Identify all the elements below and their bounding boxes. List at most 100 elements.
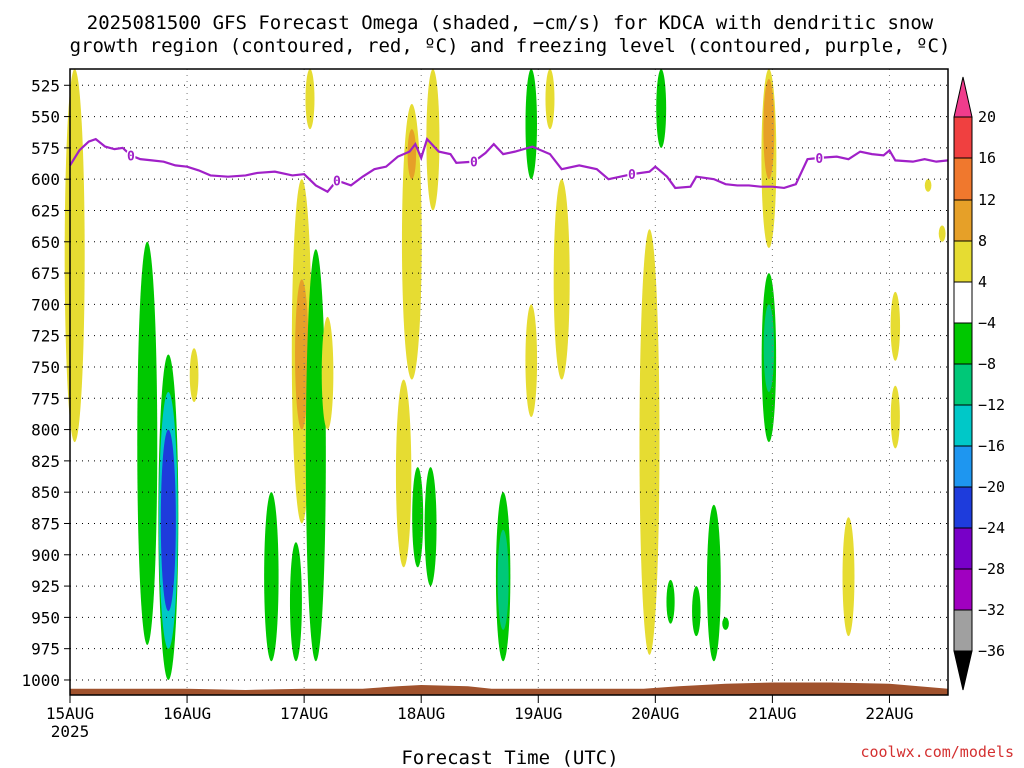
x-tick-label-1: 16AUG (163, 704, 211, 723)
colorbar-label-2: 12 (978, 191, 996, 209)
x-tick-label-4: 19AUG (514, 704, 562, 723)
chart-title-line-2: growth region (contoured, red, ºC) and f… (70, 35, 951, 57)
y-tick-label-3: 600 (31, 170, 60, 189)
omega-region-4 (160, 429, 176, 612)
colorbar-swatch-4 (953, 240, 973, 283)
omega-region-38 (924, 179, 932, 192)
colorbar-label-13: −36 (978, 642, 1005, 660)
freezing-level-label-2: 0 (470, 156, 478, 171)
omega-region-30 (722, 617, 729, 630)
colorbar-label-8: −16 (978, 437, 1005, 455)
chart-title-line-1: 2025081500 GFS Forecast Omega (shaded, −… (87, 12, 934, 34)
omega-region-1 (137, 241, 158, 645)
omega-region-36 (890, 291, 901, 361)
y-tick-label-17: 950 (31, 608, 60, 627)
colorbar-swatch-1 (953, 116, 973, 159)
y-tick-label-11: 800 (31, 421, 60, 440)
colorbar-swatch-8 (953, 404, 973, 447)
omega-region-15 (407, 129, 417, 180)
freezing-level-label-0: 0 (127, 149, 135, 164)
colorbar-label-1: 16 (978, 149, 996, 167)
colorbar-label-6: −8 (978, 355, 996, 373)
x-tick-label-7: 22AUG (865, 704, 913, 723)
freezing-level-line (69, 136, 949, 194)
y-tick-label-18: 975 (31, 640, 60, 659)
y-tick-label-5: 650 (31, 233, 60, 252)
terrain-layer (70, 682, 948, 695)
y-tick-label-2: 575 (31, 139, 60, 158)
omega-region-32 (763, 79, 775, 180)
omega-region-0 (64, 69, 85, 443)
omega-region-22 (525, 304, 538, 418)
colorbar-swatch-2 (953, 157, 973, 201)
terrain-surface (70, 682, 948, 695)
omega-region-14 (401, 104, 422, 380)
freezing-level-label-4: 0 (815, 152, 823, 167)
colorbar-label-5: −4 (978, 314, 996, 332)
omega-region-5 (189, 348, 199, 403)
omega-region-17 (424, 467, 437, 587)
omega-region-34 (763, 304, 775, 393)
colorbar-swatch-10 (953, 486, 973, 529)
omega-region-27 (666, 579, 675, 624)
colorbar-swatch-5 (953, 281, 973, 324)
colorbar-label-3: 8 (978, 232, 987, 250)
y-tick-label-19: 1000 (21, 671, 60, 690)
colorbar-swatch-13 (953, 609, 973, 652)
colorbar-swatch-0 (953, 76, 973, 118)
omega-region-18 (426, 69, 440, 211)
omega-region-13 (395, 379, 412, 568)
omega-region-26 (656, 69, 667, 148)
omega-region-11 (305, 249, 326, 662)
x-tick-label-6: 21AUG (748, 704, 796, 723)
omega-region-37 (890, 385, 900, 449)
omega-region-20 (497, 529, 509, 630)
omega-region-25 (639, 229, 660, 655)
colorbar-label-0: 20 (978, 108, 996, 126)
colorbar-swatch-7 (953, 363, 973, 406)
omega-region-6 (264, 492, 279, 662)
omega-region-28 (692, 586, 701, 637)
omega-region-16 (412, 467, 424, 568)
plot-frame (69, 68, 949, 696)
credit-label: coolwx.com/models (860, 743, 1014, 761)
omega-region-9 (295, 279, 309, 430)
colorbar-swatch-12 (953, 568, 973, 611)
y-tick-label-6: 675 (31, 264, 60, 283)
colorbar-label-7: −12 (978, 396, 1005, 414)
colorbar-swatch-6 (953, 322, 973, 365)
y-tick-label-10: 775 (31, 389, 60, 408)
colorbar-label-10: −24 (978, 519, 1005, 537)
y-tick-label-0: 525 (31, 76, 60, 95)
y-tick-label-14: 875 (31, 514, 60, 533)
grid-lines (69, 69, 948, 695)
y-tick-label-4: 625 (31, 201, 60, 220)
omega-region-39 (938, 225, 946, 242)
y-tick-label-7: 700 (31, 295, 60, 314)
colorbar-label-4: 4 (978, 273, 987, 291)
colorbar-swatch-11 (953, 527, 973, 570)
colorbar-label-11: −28 (978, 560, 1005, 578)
colorbar-swatch-9 (953, 445, 973, 488)
freezing-level-label-1: 0 (333, 174, 341, 189)
freezing-level-layer: 0 0 0 0 0 (69, 136, 949, 194)
y-tick-label-13: 850 (31, 483, 60, 502)
x-tick-sublabel-0: 2025 (51, 722, 90, 741)
omega-shading-layer (64, 69, 946, 680)
x-tick-label-2: 17AUG (280, 704, 328, 723)
omega-region-24 (553, 179, 570, 380)
freezing-level-label-3: 0 (628, 168, 636, 183)
omega-region-23 (545, 69, 555, 130)
omega-region-10 (305, 69, 315, 130)
colorbar-label-9: −20 (978, 478, 1005, 496)
y-tick-label-16: 925 (31, 577, 60, 596)
x-tick-label-3: 18AUG (397, 704, 445, 723)
omega-region-21 (525, 69, 537, 180)
y-axis-ticks: 525 550 575 600 625 650 675 700 725 750 775 800 825 8… (21, 76, 70, 690)
x-axis-label: Forecast Time (UTC) (401, 747, 618, 768)
omega-region-29 (706, 504, 721, 662)
y-tick-label-1: 550 (31, 108, 60, 127)
colorbar-swatch-3 (953, 199, 973, 242)
